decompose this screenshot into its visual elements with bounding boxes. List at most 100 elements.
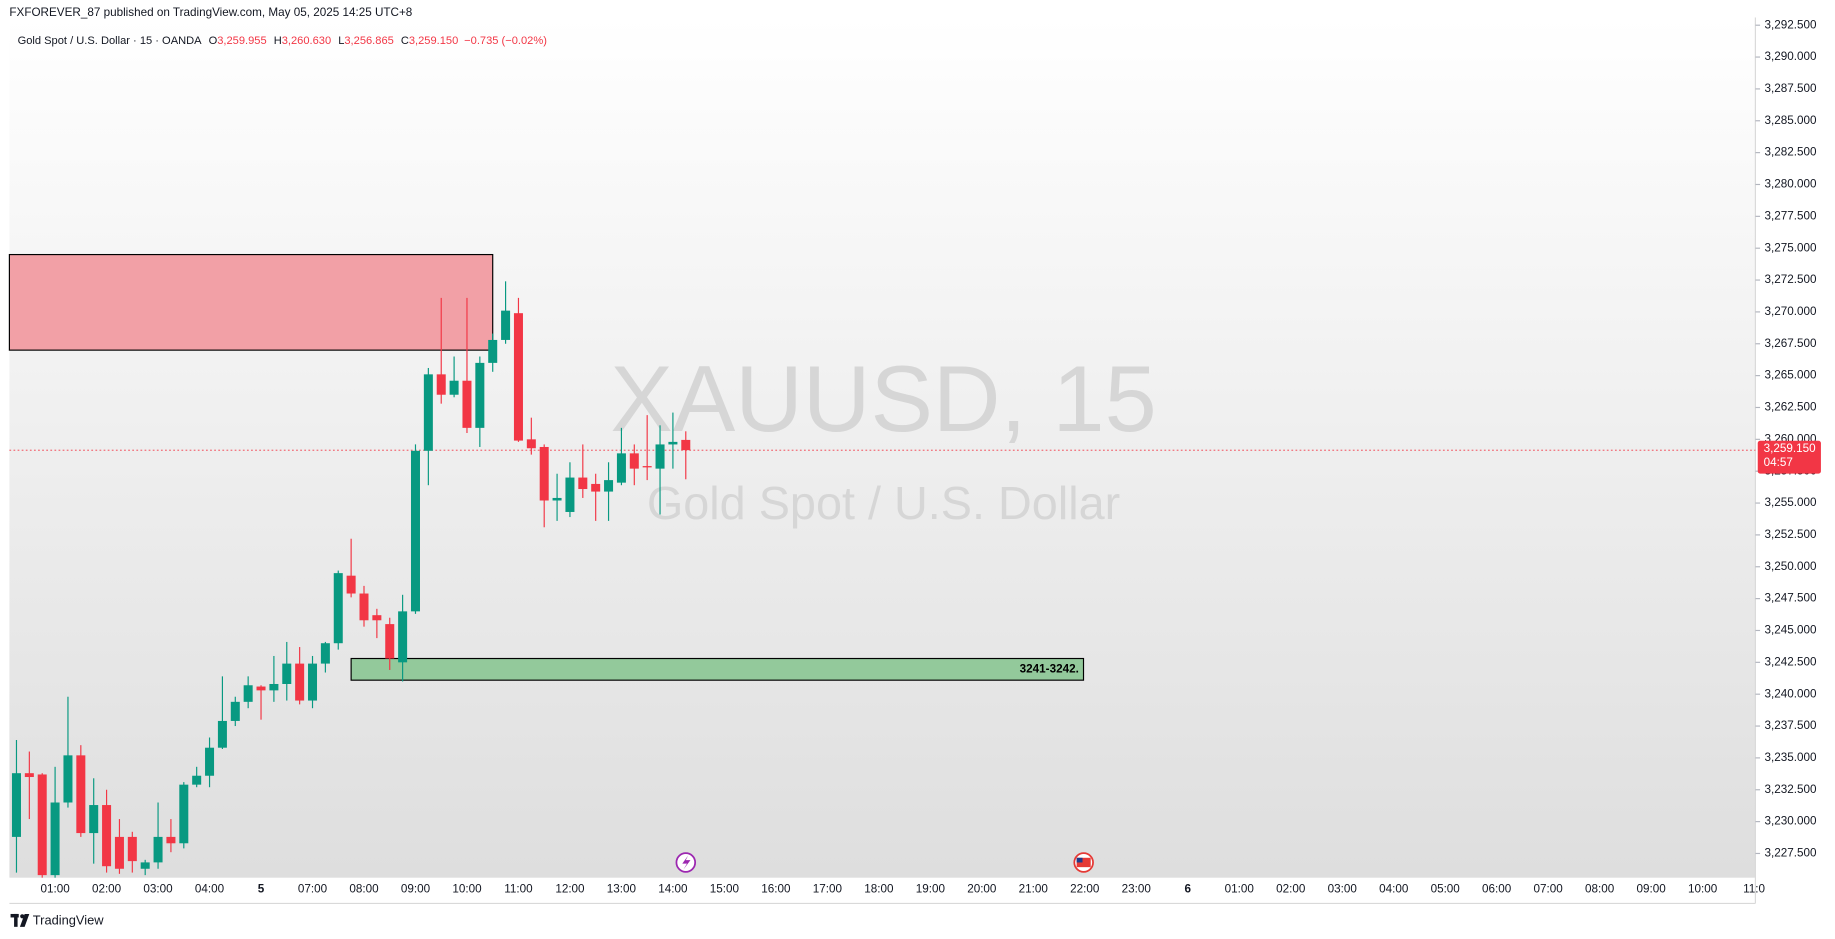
ohlc-key: C <box>401 35 409 47</box>
candle-body <box>295 663 305 701</box>
x-tick-label: 19:00 <box>916 882 946 895</box>
watermark-symbol: XAUUSD, 15 <box>610 346 1156 451</box>
y-tick-label: 3,227.500 <box>1764 847 1816 860</box>
candle-body <box>501 310 511 340</box>
x-tick-label: 15:00 <box>710 882 740 895</box>
price-tag-countdown: 04:57 <box>1764 456 1793 469</box>
candle-body <box>153 836 163 863</box>
x-tick-label: 03:00 <box>143 882 173 895</box>
candle-body <box>359 593 369 621</box>
x-tick-label: 08:00 <box>1585 882 1615 895</box>
y-tick-label: 3,255.000 <box>1764 496 1816 509</box>
change: −0.735 (−0.02%) <box>464 35 547 47</box>
candle-body <box>243 685 253 702</box>
y-tick-label: 3,247.500 <box>1764 592 1816 605</box>
x-tick-label: 20:00 <box>967 882 997 895</box>
candle-body <box>488 339 498 363</box>
x-tick-label: 11:0 <box>1743 882 1765 895</box>
candle-body <box>76 755 86 834</box>
candle-body <box>385 624 395 659</box>
candle-body <box>102 805 112 867</box>
zone <box>350 657 1085 681</box>
x-tick-label: 09:00 <box>1637 882 1667 895</box>
y-tick-label: 3,290.000 <box>1764 50 1816 63</box>
candle-body <box>475 362 485 428</box>
x-tick-label: 10:00 <box>1688 882 1718 895</box>
y-tick-label: 3,252.500 <box>1764 528 1816 541</box>
y-tick-label: 3,250.000 <box>1764 560 1816 573</box>
y-tick-label: 3,280.000 <box>1764 178 1816 191</box>
price-tag-label: 3,259.150 <box>1764 442 1816 455</box>
y-tick-label: 3,275.000 <box>1764 241 1816 254</box>
candle-body <box>539 446 549 501</box>
x-tick-label: 05:00 <box>1431 882 1461 895</box>
candle-body <box>629 453 639 469</box>
ohlc-key: H <box>274 35 282 47</box>
watermark-description: Gold Spot / U.S. Dollar <box>647 477 1120 529</box>
y-tick-label: 3,235.000 <box>1764 751 1816 764</box>
candle-body <box>462 380 472 428</box>
x-tick-label: 01:00 <box>1225 882 1255 895</box>
candle-body <box>179 784 189 844</box>
candle-body <box>50 802 60 876</box>
candle-body <box>205 747 215 776</box>
candle-body <box>436 374 446 395</box>
x-tick-label: 5 <box>258 882 265 895</box>
ohlc-value: 3,256.865 <box>344 35 393 47</box>
candle-body <box>192 775 202 785</box>
instrument: Gold Spot / U.S. Dollar · 15 · OANDA <box>18 35 203 47</box>
x-tick-label: 11:00 <box>504 882 533 895</box>
x-tick-label: 23:00 <box>1122 882 1152 895</box>
ohlc-value: 3,260.630 <box>282 35 331 47</box>
brand-logo[interactable] <box>10 913 30 927</box>
ohlc-value: 3,259.150 <box>409 35 458 47</box>
candle-body <box>166 836 176 844</box>
x-tick-label: 06:00 <box>1482 882 1512 895</box>
candle-body <box>217 720 227 748</box>
x-tick-label: 03:00 <box>1328 882 1358 895</box>
x-tick-label: 02:00 <box>92 882 122 895</box>
x-tick-label: 10:00 <box>452 882 482 895</box>
zone-label: 3241-3242. <box>1020 662 1079 675</box>
x-tick-label: 07:00 <box>298 882 328 895</box>
chart-pane <box>9 17 1756 878</box>
y-tick-label: 3,270.000 <box>1764 305 1816 318</box>
x-tick-label: 14:00 <box>658 882 688 895</box>
candle-body <box>230 701 240 721</box>
y-tick-label: 3,267.500 <box>1764 337 1816 350</box>
event-icon[interactable] <box>675 852 697 873</box>
candle-body <box>565 477 575 512</box>
x-tick-label: 17:00 <box>813 882 843 895</box>
x-tick-label: 08:00 <box>349 882 379 895</box>
ohlc-key: L <box>338 35 344 47</box>
candle-body <box>410 450 420 612</box>
x-tick-label: 04:00 <box>195 882 225 895</box>
y-tick-label: 3,262.500 <box>1764 401 1816 414</box>
event-icon[interactable] <box>1073 852 1094 873</box>
candle-body <box>642 466 652 468</box>
price-tag <box>1757 440 1821 474</box>
y-tick-label: 3,230.000 <box>1764 815 1816 828</box>
candle-body <box>114 836 124 869</box>
candle-body <box>526 439 536 449</box>
y-tick-label: 3,272.500 <box>1764 273 1816 286</box>
candle-body <box>398 611 408 663</box>
candle-body <box>320 643 330 664</box>
y-tick-label: 3,242.500 <box>1764 655 1816 668</box>
candle-body <box>269 683 279 691</box>
zone <box>8 253 494 351</box>
x-tick-label: 12:00 <box>555 882 585 895</box>
y-tick-label: 3,265.000 <box>1764 369 1816 382</box>
candle-body <box>655 444 665 469</box>
candle-body <box>616 453 626 483</box>
y-tick-label: 3,237.500 <box>1764 719 1816 732</box>
x-tick-label: 22:00 <box>1070 882 1100 895</box>
x-tick-label: 01:00 <box>40 882 70 895</box>
candle-body <box>24 773 34 778</box>
candle-body <box>578 477 588 490</box>
candle-body <box>668 441 678 445</box>
candle-body <box>681 439 691 451</box>
candle-body <box>37 774 47 876</box>
